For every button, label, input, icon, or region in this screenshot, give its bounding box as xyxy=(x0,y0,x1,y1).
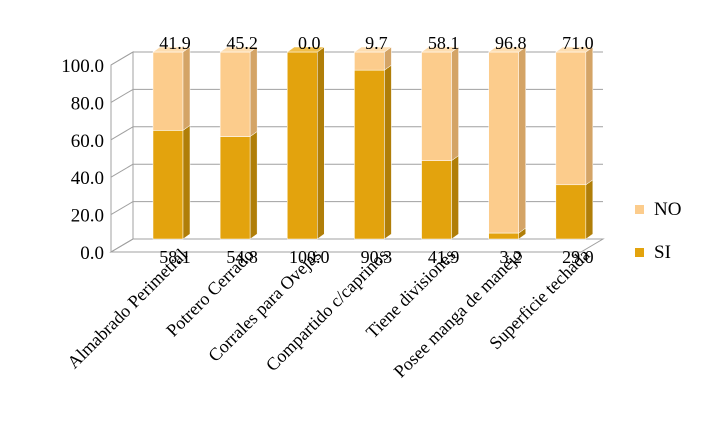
y-tick-label: 20.0 xyxy=(71,206,104,227)
gridline-depth xyxy=(110,163,134,178)
bar-no-top xyxy=(555,46,594,53)
bar-no-top xyxy=(152,46,191,53)
bar-si-side xyxy=(249,131,258,240)
data-label-no: 41.9 xyxy=(159,33,191,53)
data-label-si: 58.1 xyxy=(159,247,191,267)
data-label-no: 0.0 xyxy=(298,33,321,53)
gridline-depth xyxy=(110,51,134,66)
bar-no-top xyxy=(353,46,393,53)
data-label-si: 41.9 xyxy=(428,247,460,267)
bar-no-front xyxy=(152,51,184,131)
data-label-si: 29.0 xyxy=(562,247,594,267)
data-label-si: 54.8 xyxy=(226,247,258,267)
data-label-no: 96.8 xyxy=(495,33,527,53)
data-label-si: 90.3 xyxy=(361,247,393,267)
legend-label-no: NO xyxy=(654,199,681,220)
bar-si-front xyxy=(488,232,519,240)
bar-si-front xyxy=(219,136,251,240)
bar-no-front xyxy=(555,51,587,186)
bar-no-top xyxy=(487,46,527,53)
bar-si-side xyxy=(317,46,325,240)
legend: NO SI xyxy=(635,199,681,263)
bar-no-side xyxy=(518,46,526,234)
gridline-depth xyxy=(110,201,134,216)
bar-no-top xyxy=(420,46,460,53)
bar-si-front xyxy=(152,130,184,240)
bar-si-side xyxy=(451,155,459,240)
bar-si-front xyxy=(555,184,587,240)
data-label-si: 3.2 xyxy=(499,247,522,267)
bar-si-side xyxy=(384,64,392,240)
data-label-no: 71.0 xyxy=(562,33,594,53)
gridline-depth xyxy=(110,88,134,103)
data-label-no: 45.2 xyxy=(226,33,258,53)
bar-no-side xyxy=(585,46,594,186)
x-tick-label: Corrales para Ovejas xyxy=(204,245,325,366)
data-label-no: 9.7 xyxy=(365,33,388,53)
bar-no-front xyxy=(219,51,251,137)
legend-swatch-no xyxy=(635,205,644,214)
data-labels: 58.1 41.9 54.8 45.2 100.0 0.0 90.3 9.7 41.9 58.1 3… xyxy=(159,33,593,267)
gridline-depth xyxy=(110,126,134,141)
gridline-depth xyxy=(110,238,134,253)
legend-swatch-si xyxy=(635,248,644,257)
bar-si-side xyxy=(182,124,191,240)
side-wall xyxy=(110,51,134,253)
bar-no-front xyxy=(488,51,519,234)
bar-no-top xyxy=(219,46,258,53)
y-tick-label: 60.0 xyxy=(71,131,104,152)
data-label-si: 100.0 xyxy=(289,247,330,267)
bar-no-front xyxy=(421,51,452,161)
y-axis-ticks: 0.0 20.0 40.0 60.0 80.0 100.0 xyxy=(61,56,104,264)
bar-no-side xyxy=(451,46,459,162)
bar-no-front xyxy=(354,51,385,71)
bar-si-front xyxy=(354,69,385,240)
y-tick-label: 40.0 xyxy=(71,168,104,189)
y-tick-label: 80.0 xyxy=(71,93,104,114)
y-tick-label: 100.0 xyxy=(61,56,104,77)
bar-si-side xyxy=(585,179,594,240)
bar-no-side xyxy=(182,46,191,131)
data-label-no: 58.1 xyxy=(428,33,460,53)
bar-si-front xyxy=(421,160,452,240)
legend-label-si: SI xyxy=(654,242,671,263)
bars xyxy=(152,46,594,240)
y-tick-label: 0.0 xyxy=(80,243,104,264)
bar-si-top xyxy=(286,46,326,53)
bar-no-side xyxy=(249,46,258,138)
bar-si-front xyxy=(287,51,318,240)
